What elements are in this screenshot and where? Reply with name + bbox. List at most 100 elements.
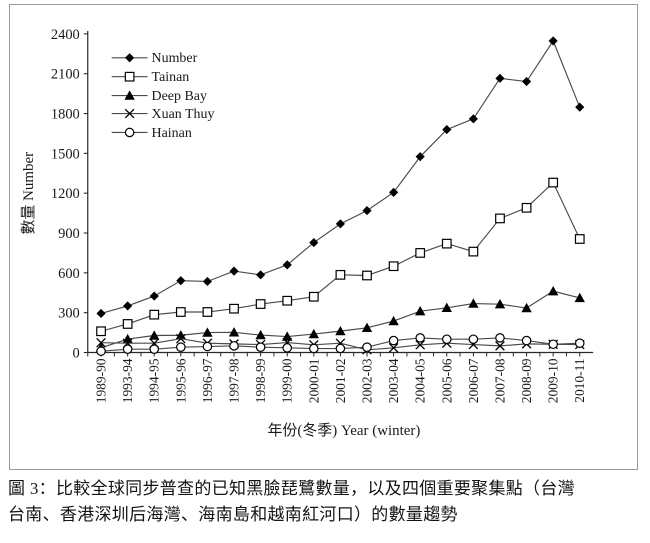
data-point (309, 237, 319, 248)
data-point (441, 238, 452, 249)
data-point (175, 307, 186, 317)
data-point (96, 308, 106, 319)
data-point (96, 346, 106, 356)
data-point (202, 307, 213, 317)
x-tick-label: 2008-09 (519, 358, 534, 403)
data-point (521, 335, 532, 346)
figure-box: 0 300 600 900 1200 1500 1800 2100 2400 1989-90 199… (9, 4, 638, 470)
data-point (229, 303, 239, 314)
data-point (335, 325, 346, 336)
legend-item-hainan: Hainan (111, 126, 192, 141)
data-point (548, 177, 559, 188)
data-point (575, 102, 585, 112)
data-point (388, 315, 399, 326)
x-tick-label: 2000-01 (306, 358, 321, 403)
series-number (96, 36, 585, 319)
data-point (362, 342, 372, 352)
x-tick-label: 1994-95 (147, 358, 162, 403)
data-point (282, 331, 293, 341)
x-tick-label: 2010-11 (572, 358, 587, 402)
figure-caption: 圖 3：比較全球同步普查的已知黑臉琵鷺數量，以及四個重要聚集點（台灣 台南、香港… (8, 476, 646, 529)
data-point (468, 246, 479, 257)
data-point (255, 299, 266, 309)
data-point (256, 270, 266, 280)
data-point (548, 36, 558, 46)
data-point (202, 341, 213, 352)
data-point (495, 213, 505, 224)
data-point (468, 334, 479, 345)
data-point (228, 327, 240, 337)
data-point (122, 344, 133, 354)
x-tick-label: 1993-94 (120, 358, 135, 403)
series-deep-bay (95, 285, 585, 353)
data-point (123, 301, 133, 311)
data-point (202, 276, 213, 287)
data-point (494, 298, 506, 309)
y-tick-label: 600 (58, 266, 80, 282)
legend-label: Number (152, 51, 198, 66)
data-point (415, 248, 426, 258)
data-point (361, 322, 373, 332)
y-tick-label: 1500 (51, 146, 80, 162)
data-point (574, 292, 585, 303)
data-point (548, 339, 558, 350)
x-tick-label: 2002-03 (359, 358, 374, 403)
data-point (175, 330, 187, 340)
data-point (468, 114, 478, 124)
data-point (441, 302, 452, 312)
data-point (309, 343, 319, 354)
data-point (335, 343, 346, 354)
x-tick-label: 2004-05 (413, 358, 428, 403)
data-point (495, 73, 505, 83)
y-tick-label: 2100 (51, 67, 80, 83)
data-point (176, 276, 186, 286)
data-point (149, 291, 159, 301)
legend-item-tainan: Tainan (111, 70, 190, 85)
data-point (415, 306, 426, 316)
data-point (468, 298, 479, 308)
legend-marker (124, 108, 135, 119)
data-point (176, 342, 186, 352)
data-point (362, 206, 372, 216)
data-point (415, 333, 425, 343)
data-point (574, 234, 585, 244)
data-point (229, 341, 239, 351)
series-tainan (96, 177, 585, 337)
x-tick-label: 1996-97 (200, 358, 215, 403)
data-point (547, 285, 559, 296)
x-tick-label: 2009-10 (546, 358, 561, 403)
data-point (282, 260, 292, 270)
data-point (574, 338, 585, 348)
data-point (495, 333, 505, 343)
data-point (521, 202, 532, 213)
data-point (521, 76, 532, 87)
data-point (442, 334, 452, 345)
series-line (100, 181, 581, 332)
y-tick-label: 900 (58, 226, 80, 242)
data-point (96, 326, 106, 337)
data-point (335, 269, 346, 280)
legend-label: Tainan (152, 70, 190, 85)
data-point (388, 343, 399, 353)
y-tick-label: 1800 (51, 107, 80, 123)
series-line (100, 290, 580, 349)
data-point (389, 187, 399, 197)
legend: Number Tainan Deep Bay Xuan Thuy Hainan (111, 51, 214, 141)
data-point (442, 125, 452, 135)
x-axis-title: 年份(冬季) Year (winter) (267, 422, 420, 439)
x-tick-label: 1998-99 (253, 358, 268, 403)
x-tick-label: 2007-08 (492, 358, 507, 403)
data-point (308, 291, 319, 302)
data-point (495, 341, 505, 351)
data-point (282, 295, 293, 306)
legend-marker (125, 53, 135, 63)
legend-marker (124, 71, 135, 82)
data-point (415, 152, 425, 162)
x-tick-label: 1997-98 (227, 358, 242, 403)
data-point (175, 333, 186, 344)
data-point (282, 343, 293, 353)
x-tick-label: 1999-00 (280, 358, 295, 403)
x-tick-label: 1989-90 (94, 358, 109, 403)
data-point (362, 270, 372, 281)
legend-item-xuan-thuy: Xuan Thuy (111, 107, 214, 122)
